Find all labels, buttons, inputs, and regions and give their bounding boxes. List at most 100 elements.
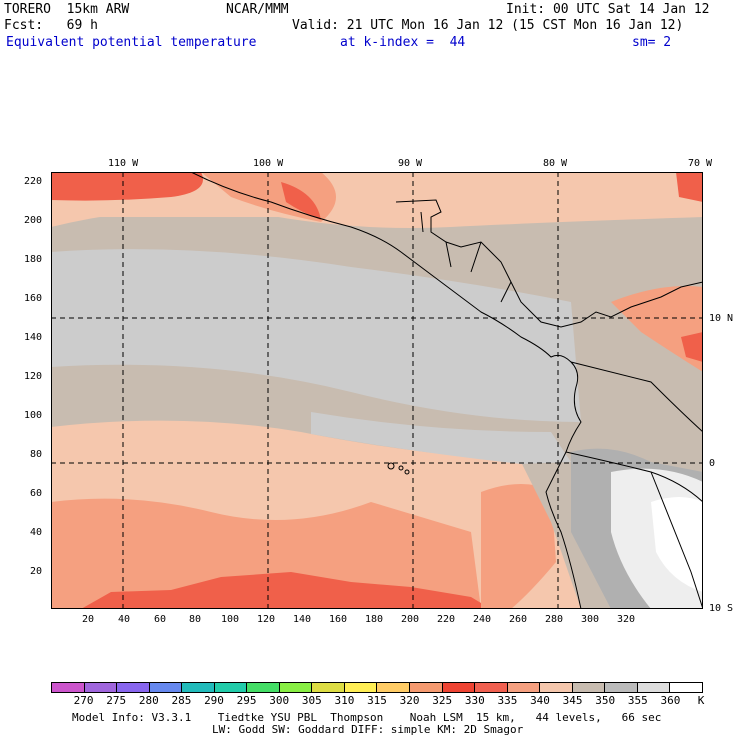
north-red-patch-west xyxy=(51,172,203,201)
peru-brazil-border xyxy=(650,471,703,609)
lat-label-10n: 10 N xyxy=(709,313,734,324)
y-tick-200: 200 xyxy=(24,215,43,226)
color-scale-label: 340 xyxy=(530,694,550,707)
x-tick-180: 180 xyxy=(365,614,384,625)
color-scale-label: 330 xyxy=(464,694,485,707)
y-tick-140: 140 xyxy=(24,332,43,343)
south-red-band xyxy=(81,572,491,609)
color-scale-cell-19 xyxy=(670,683,702,692)
x-tick-120: 120 xyxy=(257,614,276,625)
lon-label-100w: 100 W xyxy=(253,158,284,169)
color-scale-label: 355 xyxy=(627,694,648,707)
color-scale-label: 280 xyxy=(138,694,159,707)
lat-label-10s: 10 S xyxy=(709,603,734,614)
lon-label-70w: 70 W xyxy=(688,158,713,169)
color-scale-cell-16 xyxy=(572,683,606,692)
color-scale-cell-4 xyxy=(182,683,215,692)
field-name: Equivalent potential temperature xyxy=(6,35,257,50)
color-scale-label: 320 xyxy=(399,694,420,707)
color-scale-label: 290 xyxy=(204,694,224,707)
color-scale-cell-1 xyxy=(84,683,118,692)
color-scale-label: 315 xyxy=(367,694,387,707)
color-scale-label: 275 xyxy=(106,694,127,707)
color-scale-cell-15 xyxy=(540,683,573,692)
color-scale-bar xyxy=(51,682,703,693)
forecast-hour: Fcst: 69 h xyxy=(4,18,98,33)
y-tick-80: 80 xyxy=(30,449,43,460)
color-scale-label: 270 xyxy=(73,694,94,707)
x-tick-160: 160 xyxy=(329,614,348,625)
color-scale-label: 345 xyxy=(562,694,583,707)
country-borders xyxy=(420,211,512,303)
mexico-red-patch xyxy=(281,182,321,220)
x-tick-140: 140 xyxy=(293,614,312,625)
model-info-line1: Model Info: V3.3.1 Tiedtke YSU PBL Thomp… xyxy=(72,711,662,724)
color-scale-label: 325 xyxy=(432,694,453,707)
model-title: TORERO 15km ARW xyxy=(4,2,130,17)
map-frame xyxy=(51,172,703,609)
caribbean-red-patch xyxy=(676,172,703,202)
color-scale-label: 300 xyxy=(269,694,290,707)
color-scale-cell-3 xyxy=(149,683,183,692)
color-scale-label: 285 xyxy=(171,694,192,707)
x-tick-200: 200 xyxy=(401,614,420,625)
galapagos-island xyxy=(387,462,395,470)
map-canvas xyxy=(51,172,703,609)
color-scale-unit: K xyxy=(697,694,705,707)
graticule xyxy=(51,172,703,609)
color-scale-cell-17 xyxy=(605,683,638,692)
color-scale-cell-8 xyxy=(312,683,345,692)
lon-label-110w: 110 W xyxy=(108,158,139,169)
x-tick-100: 100 xyxy=(221,614,240,625)
ecuador-border xyxy=(565,451,703,503)
x-tick-300: 300 xyxy=(581,614,600,625)
peru-coast-salmon xyxy=(481,483,556,609)
y-tick-40: 40 xyxy=(30,527,43,538)
south-salmon-region xyxy=(51,498,481,609)
y-tick-180: 180 xyxy=(24,254,43,265)
color-scale-cell-12 xyxy=(442,683,476,692)
north-peach-band xyxy=(51,172,703,228)
y-tick-160: 160 xyxy=(24,293,43,304)
color-scale-cell-18 xyxy=(637,683,671,692)
galapagos-island-3 xyxy=(404,469,410,475)
color-scale-cell-13 xyxy=(475,683,508,692)
y-tick-60: 60 xyxy=(30,488,43,499)
lon-label-90w: 90 W xyxy=(398,158,423,169)
color-scale-cell-14 xyxy=(507,683,541,692)
ocean-gray-region xyxy=(51,249,581,422)
x-tick-320: 320 xyxy=(617,614,636,625)
level-label: at k-index = 44 xyxy=(340,35,466,50)
venezuela-red-patch xyxy=(681,332,703,362)
lat-label-0: 0 xyxy=(709,458,716,469)
y-tick-120: 120 xyxy=(24,371,43,382)
y-tick-20: 20 xyxy=(30,566,43,577)
color-scale-cell-6 xyxy=(247,683,280,692)
color-scale-labels: 270 275 280 285 290 295 300 305 310 315 320 325 330 3… xyxy=(51,694,740,707)
x-tick-260: 260 xyxy=(509,614,528,625)
y-tick-220: 220 xyxy=(24,176,43,187)
color-scale-cell-11 xyxy=(410,683,443,692)
color-scale-label: 310 xyxy=(334,694,355,707)
y-tick-100: 100 xyxy=(24,410,43,421)
color-scale-cell-2 xyxy=(117,683,150,692)
colombia-border xyxy=(570,361,703,433)
color-scale-cell-0 xyxy=(52,683,85,692)
x-tick-220: 220 xyxy=(437,614,456,625)
pacific-coastline xyxy=(190,172,582,609)
x-tick-280: 280 xyxy=(545,614,564,625)
org-label: NCAR/MMM xyxy=(226,2,289,17)
color-scale-cell-9 xyxy=(344,683,378,692)
colombia-salmon-patch xyxy=(611,286,703,372)
x-tick-40: 40 xyxy=(118,614,131,625)
color-scale-label: 360 xyxy=(660,694,681,707)
color-scale-label: 295 xyxy=(236,694,257,707)
color-scale-label: 350 xyxy=(595,694,616,707)
color-scale-cell-10 xyxy=(377,683,411,692)
x-tick-240: 240 xyxy=(473,614,492,625)
equivalent-potential-temperature-map xyxy=(51,172,703,609)
ocean-gray-southern-lobe xyxy=(311,412,571,464)
color-scale-cell-7 xyxy=(279,683,313,692)
x-tick-80: 80 xyxy=(189,614,202,625)
color-scale-cell-5 xyxy=(214,683,248,692)
